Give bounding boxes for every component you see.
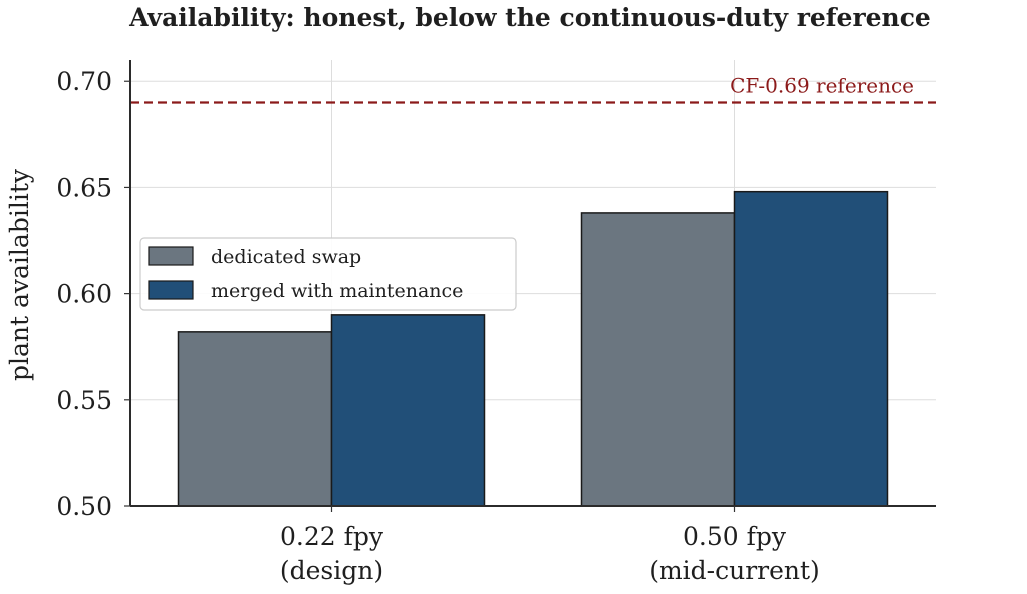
legend-label: merged with maintenance [211, 280, 463, 302]
bar [733, 190, 889, 507]
y-tick-label: 0.70 [56, 67, 112, 96]
legend-box [139, 237, 517, 311]
legend-swatch [148, 280, 194, 300]
ticks: 0.50 0.55 0.60 0.65 0.70 0.22 fpy (design) 0.50… [56, 67, 819, 585]
reference-line-group: CF-0.69 reference [130, 73, 936, 104]
axes [129, 60, 936, 507]
y-tick-label: 0.50 [56, 492, 112, 521]
legend-label: dedicated swap [211, 246, 361, 268]
legend: dedicated swap merged with maintenance [139, 237, 517, 311]
y-tick-label: 0.65 [56, 173, 112, 202]
x-tick-label: 0.50 fpy (mid-current) [649, 522, 820, 585]
bar [177, 331, 333, 507]
y-axis-label: plant availability [5, 168, 34, 381]
bars [177, 190, 889, 507]
bar [580, 212, 736, 507]
reference-line-label: CF-0.69 reference [730, 73, 914, 97]
legend-swatch [148, 246, 194, 266]
chart-title: Availability: honest, below the continuo… [128, 3, 931, 32]
y-tick-label: 0.60 [56, 280, 112, 309]
y-tick-label: 0.55 [56, 386, 112, 415]
x-tick-label: 0.22 fpy (design) [280, 522, 384, 585]
bar [330, 314, 486, 507]
